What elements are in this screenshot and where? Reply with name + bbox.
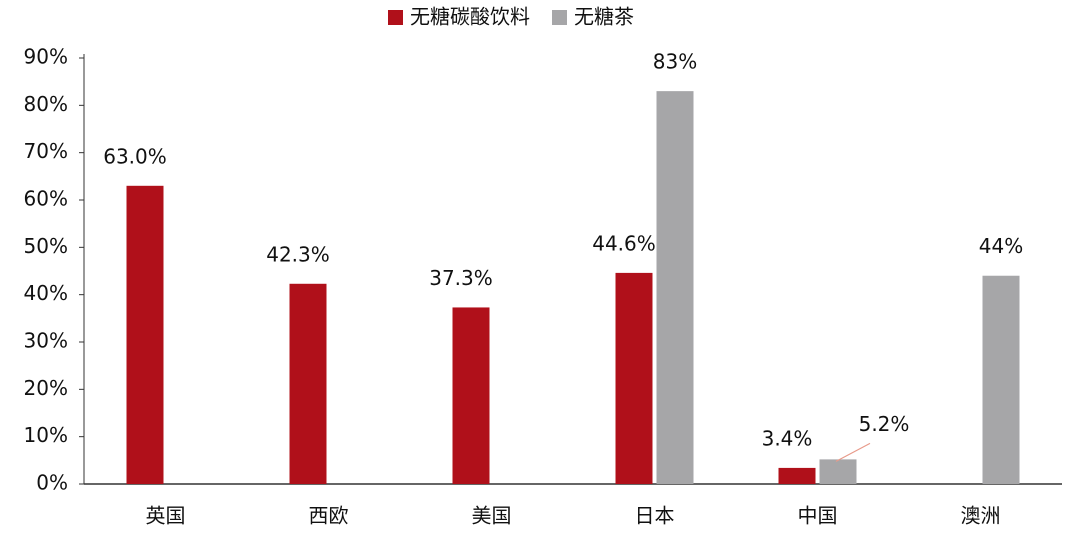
x-tick-label: 日本 xyxy=(635,504,675,528)
data-label: 3.4% xyxy=(762,426,813,450)
bar xyxy=(126,185,164,485)
x-tick-label: 英国 xyxy=(146,504,186,528)
legend-label: 无糖茶 xyxy=(574,5,634,29)
bar xyxy=(452,307,490,484)
y-tick-label: 40% xyxy=(24,281,68,305)
y-tick-label: 10% xyxy=(24,423,68,447)
bar xyxy=(289,283,327,484)
data-label: 37.3% xyxy=(429,266,493,290)
y-tick-label: 0% xyxy=(36,471,68,495)
x-tick-label: 中国 xyxy=(798,504,838,528)
y-tick-label: 20% xyxy=(24,376,68,400)
bar xyxy=(615,272,653,484)
y-tick-label: 80% xyxy=(24,92,68,116)
data-label: 63.0% xyxy=(103,144,167,168)
y-tick-label: 90% xyxy=(24,45,68,69)
data-label: 5.2% xyxy=(859,412,910,436)
legend-label: 无糖碳酸饮料 xyxy=(410,5,530,29)
leader-line xyxy=(835,442,871,462)
x-tick-label: 澳洲 xyxy=(961,504,1001,528)
data-label: 42.3% xyxy=(266,242,330,266)
bar xyxy=(778,467,816,484)
bar xyxy=(819,459,857,484)
y-tick-label: 60% xyxy=(24,187,68,211)
data-label: 44.6% xyxy=(592,231,656,255)
data-label: 83% xyxy=(653,50,697,74)
legend-swatch xyxy=(552,10,567,25)
y-tick-label: 50% xyxy=(24,234,68,258)
legend-swatch xyxy=(388,10,403,25)
data-label: 44% xyxy=(979,234,1023,258)
y-tick-label: 30% xyxy=(24,329,68,353)
x-tick-label: 美国 xyxy=(472,504,512,528)
bar xyxy=(982,275,1020,484)
x-tick-label: 西欧 xyxy=(309,504,349,528)
y-tick-label: 70% xyxy=(24,139,68,163)
bar xyxy=(656,91,694,484)
